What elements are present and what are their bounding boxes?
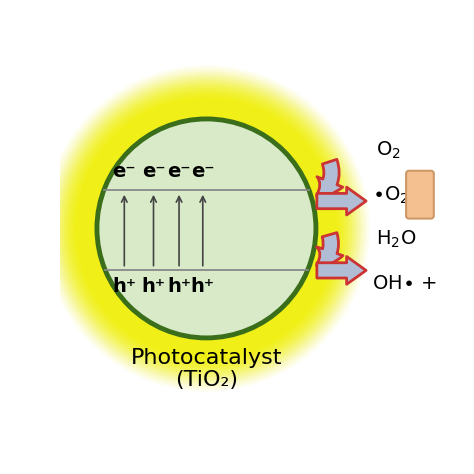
Text: +: + [405, 186, 422, 205]
Text: h⁺: h⁺ [142, 277, 165, 296]
Circle shape [72, 94, 341, 363]
Circle shape [43, 65, 370, 392]
FancyArrowPatch shape [317, 256, 366, 284]
Circle shape [55, 77, 358, 380]
Text: OH$\bullet$ +: OH$\bullet$ + [373, 273, 438, 292]
FancyBboxPatch shape [406, 171, 434, 219]
Text: e⁻: e⁻ [191, 163, 215, 182]
FancyArrowPatch shape [317, 233, 343, 266]
Text: H$_2$O: H$_2$O [376, 229, 417, 250]
Text: (TiO₂): (TiO₂) [175, 370, 238, 390]
Circle shape [46, 68, 367, 389]
Text: h⁺: h⁺ [112, 277, 137, 296]
Circle shape [52, 74, 361, 383]
Text: O$_2$: O$_2$ [376, 139, 401, 161]
Circle shape [66, 88, 346, 368]
Circle shape [61, 82, 352, 374]
Text: h⁺: h⁺ [191, 277, 215, 296]
Text: $\bullet$O$_2$$^-$: $\bullet$O$_2$$^-$ [373, 185, 424, 206]
Circle shape [49, 71, 364, 386]
FancyArrowPatch shape [317, 187, 366, 215]
Text: e⁻: e⁻ [167, 163, 191, 182]
Text: h⁺: h⁺ [167, 277, 191, 296]
FancyArrowPatch shape [317, 159, 343, 196]
Circle shape [64, 85, 349, 371]
Circle shape [97, 119, 316, 338]
Text: e⁻: e⁻ [112, 163, 136, 182]
Circle shape [58, 80, 355, 377]
Circle shape [69, 91, 344, 365]
Circle shape [75, 97, 338, 360]
Text: e⁻: e⁻ [142, 163, 165, 182]
Text: Photocatalyst: Photocatalyst [131, 348, 282, 368]
